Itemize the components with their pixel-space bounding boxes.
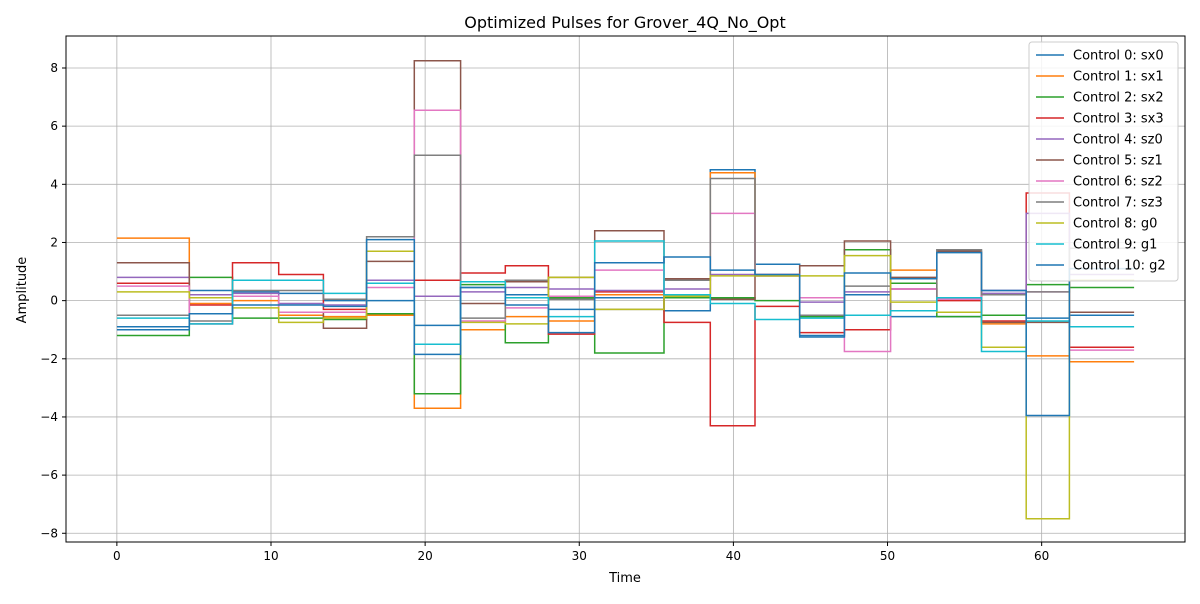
- x-tick-label: 40: [726, 549, 741, 563]
- series-line-control-10: [116, 238, 1135, 417]
- y-tick-label: −6: [40, 468, 58, 482]
- x-tick-label: 50: [880, 549, 895, 563]
- legend-box: [1028, 41, 1179, 282]
- legend-entry-label: Control 8: g0: [1073, 217, 1157, 232]
- y-tick-label: 4: [50, 177, 58, 191]
- legend-entry-label: Control 10: g2: [1073, 259, 1166, 274]
- y-tick-label: 6: [50, 119, 58, 133]
- x-axis-label: Time: [608, 571, 641, 586]
- x-tick-label: 20: [417, 549, 432, 563]
- y-tick-label: −4: [40, 410, 58, 424]
- y-axis-label: Amplitude: [15, 257, 30, 324]
- legend-entry-label: Control 6: sz2: [1073, 175, 1163, 190]
- legend-entry-label: Control 5: sz1: [1073, 154, 1163, 169]
- y-tick-label: −2: [40, 352, 58, 366]
- legend-entry-label: Control 2: sx2: [1073, 91, 1164, 106]
- legend-entry-label: Control 0: sx0: [1073, 49, 1164, 64]
- x-tick-label: 0: [113, 549, 121, 563]
- plot-frame: [65, 35, 1186, 543]
- legend-entry-label: Control 4: sz0: [1073, 133, 1163, 148]
- y-tick-label: 2: [50, 235, 58, 249]
- y-tick-label: −8: [40, 526, 58, 540]
- legend-entry-label: Control 9: g1: [1073, 238, 1157, 253]
- chart-title: Optimized Pulses for Grover_4Q_No_Opt: [464, 13, 785, 33]
- x-tick-label: 10: [263, 549, 278, 563]
- x-tick-label: 60: [1034, 549, 1049, 563]
- tick-layer: 0 10 20 30 40 50 60 −8 −6 −4 −2 0 2 4 6 8: [40, 61, 1049, 563]
- legend-entry-label: Control 1: sx1: [1073, 70, 1164, 85]
- series-line-control-3: [116, 192, 1135, 427]
- y-tick-label: 8: [50, 61, 58, 75]
- legend: Control 0: sx0 Control 1: sx1 Control 2: s…: [1028, 41, 1179, 282]
- series-layer: [116, 59, 1135, 520]
- series-line-control-9: [116, 240, 1135, 353]
- y-tick-label: 0: [50, 294, 58, 308]
- x-tick-label: 30: [572, 549, 587, 563]
- legend-entry-label: Control 3: sx3: [1073, 112, 1164, 127]
- legend-entry-label: Control 7: sz3: [1073, 196, 1163, 211]
